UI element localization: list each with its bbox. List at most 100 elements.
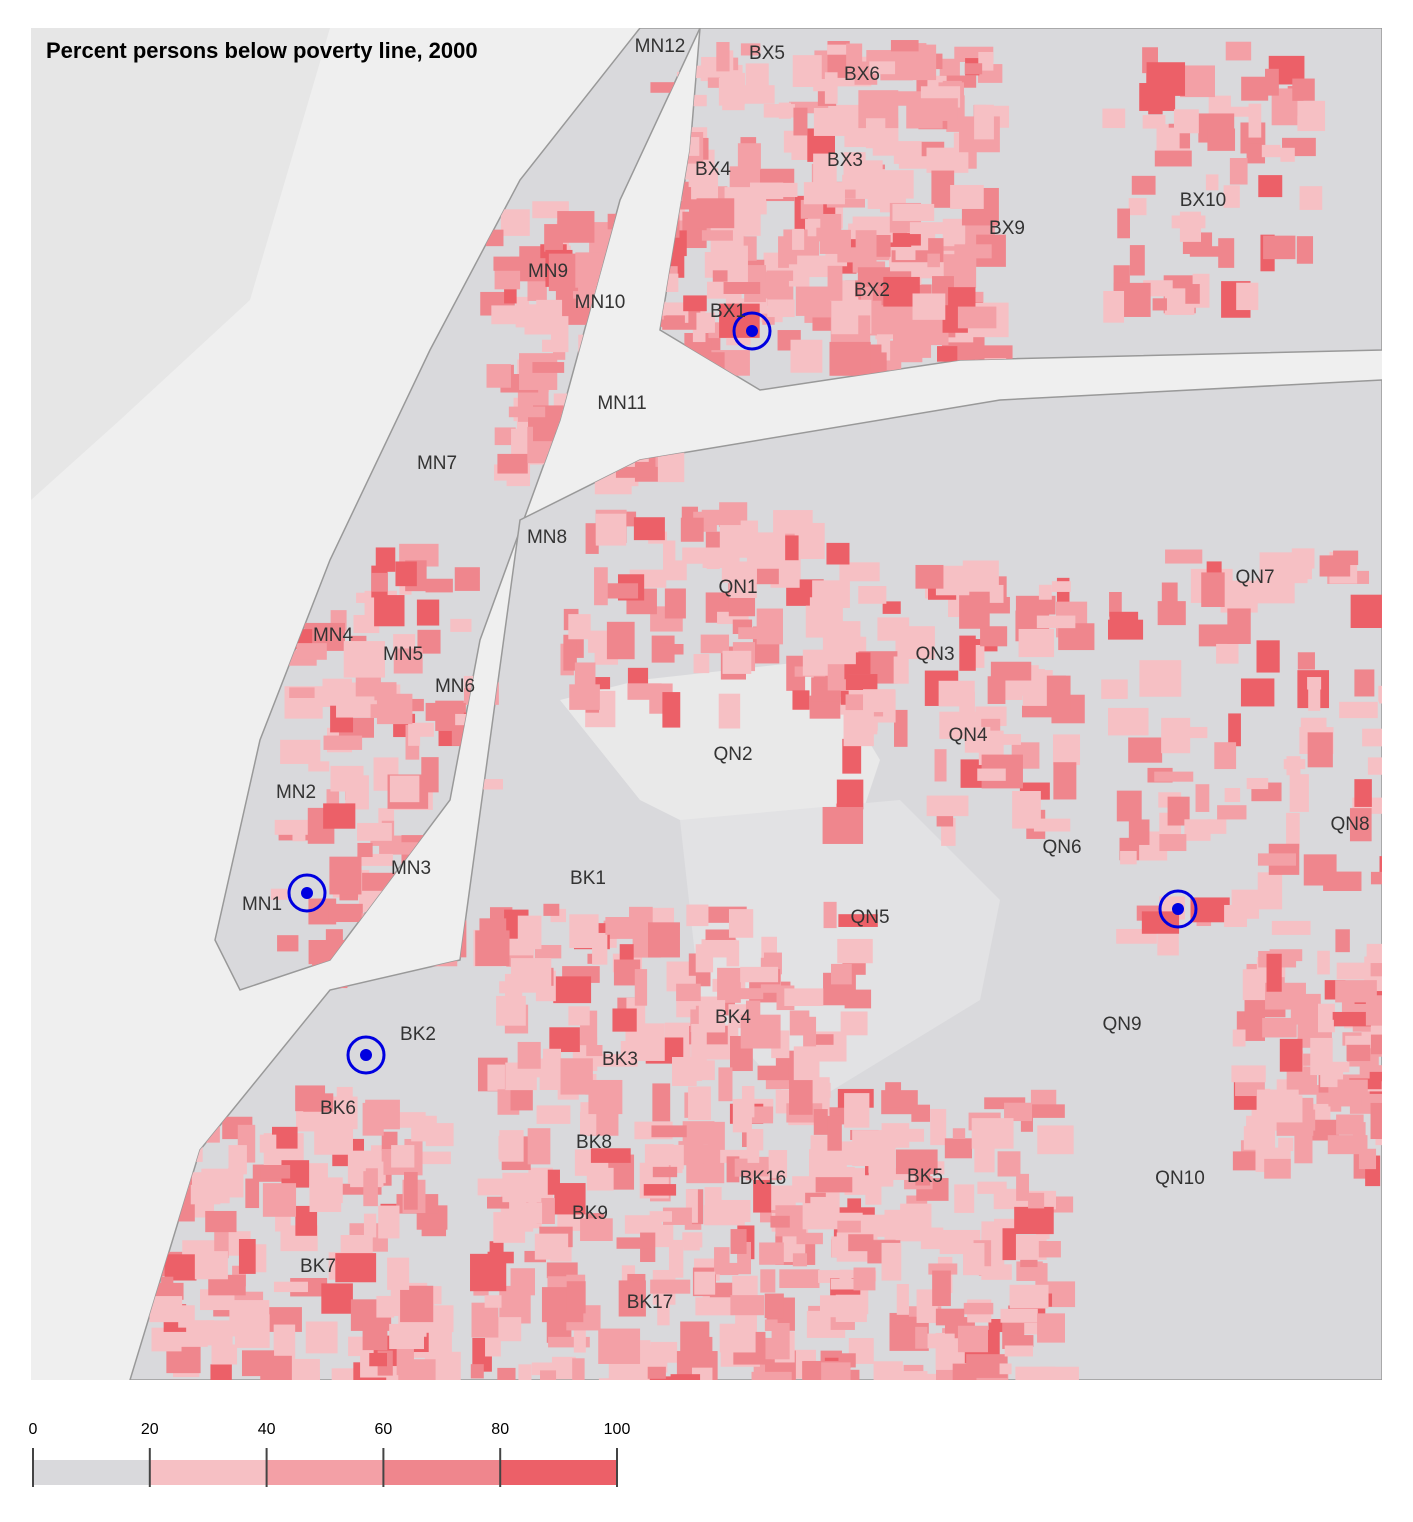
patch xyxy=(241,1350,275,1377)
patch xyxy=(328,903,363,923)
poverty-patches xyxy=(131,40,1382,1380)
patch xyxy=(497,1367,516,1380)
patch xyxy=(379,842,421,855)
patch xyxy=(751,1371,792,1380)
patch xyxy=(525,1202,543,1224)
patch xyxy=(966,1354,1008,1378)
patch xyxy=(989,584,1004,603)
patch xyxy=(1224,904,1247,927)
patch xyxy=(885,1082,902,1108)
patch xyxy=(1167,796,1190,826)
patch xyxy=(964,63,983,75)
patch xyxy=(728,909,754,938)
patch xyxy=(661,643,684,655)
patch xyxy=(1317,950,1330,975)
patch xyxy=(830,1278,871,1290)
patch xyxy=(393,634,416,650)
patch xyxy=(308,761,330,772)
patch xyxy=(1246,143,1266,164)
patch xyxy=(210,1364,232,1380)
patch xyxy=(753,1179,772,1213)
district-label: MN5 xyxy=(383,644,423,665)
patch xyxy=(289,687,315,699)
district-label: BX3 xyxy=(827,150,863,171)
patch xyxy=(1141,911,1180,934)
patch xyxy=(169,1379,198,1380)
patch xyxy=(553,976,592,1004)
patch xyxy=(926,795,969,817)
patch xyxy=(683,295,707,312)
patch xyxy=(990,661,1032,681)
patch xyxy=(876,305,898,335)
patch xyxy=(920,1227,944,1250)
patch xyxy=(1365,995,1382,1026)
district-label: MN6 xyxy=(435,676,475,697)
patch xyxy=(734,1158,748,1177)
patch xyxy=(1370,1034,1382,1055)
patch xyxy=(643,1184,677,1196)
patch xyxy=(414,1151,451,1165)
patch xyxy=(813,107,849,136)
patch xyxy=(1243,1126,1276,1150)
patch xyxy=(718,693,741,729)
patch xyxy=(693,654,710,674)
patch xyxy=(486,1196,510,1209)
patch xyxy=(740,966,779,983)
patch xyxy=(930,1108,947,1146)
patch xyxy=(844,989,872,1009)
patch xyxy=(797,255,828,278)
patch xyxy=(745,63,769,86)
patch xyxy=(502,1172,542,1203)
patch xyxy=(1350,594,1382,628)
patch xyxy=(1265,68,1279,96)
district-label: MN10 xyxy=(575,292,626,313)
patch xyxy=(629,906,653,931)
patch xyxy=(817,1082,831,1098)
district-label: MN12 xyxy=(635,36,686,57)
patch xyxy=(1014,1206,1054,1235)
patch xyxy=(1379,856,1382,879)
patch xyxy=(1379,686,1382,704)
patch xyxy=(732,1099,752,1133)
patch xyxy=(1157,933,1179,956)
patch xyxy=(1129,245,1145,276)
patch xyxy=(1220,580,1258,613)
patch xyxy=(475,930,510,967)
patch xyxy=(595,513,627,546)
patch xyxy=(909,222,952,235)
patch xyxy=(633,517,665,541)
legend-tick-label: 0 xyxy=(29,1421,38,1438)
patch xyxy=(194,1251,228,1280)
patch xyxy=(855,230,877,266)
patch xyxy=(205,1210,237,1233)
patch xyxy=(580,1111,597,1136)
patch xyxy=(650,82,675,93)
patch xyxy=(468,779,503,790)
patch xyxy=(391,1145,415,1168)
patch xyxy=(534,944,562,959)
patch xyxy=(1349,808,1372,842)
patch xyxy=(911,1104,931,1122)
patch xyxy=(1336,962,1374,980)
patch xyxy=(844,1093,870,1128)
patch xyxy=(353,614,380,634)
patch xyxy=(959,635,976,671)
patch xyxy=(1222,106,1253,117)
patch xyxy=(486,364,511,388)
patch xyxy=(500,209,530,236)
district-label: MN8 xyxy=(527,527,567,548)
patch xyxy=(1339,701,1378,719)
patch xyxy=(722,650,752,674)
patch xyxy=(657,1289,670,1326)
patch xyxy=(813,153,837,186)
patch xyxy=(848,1234,874,1252)
patch xyxy=(491,305,525,325)
patch xyxy=(1299,186,1323,210)
patch xyxy=(536,1105,571,1124)
patch xyxy=(1108,619,1144,640)
patch xyxy=(363,1213,377,1238)
patch xyxy=(362,1323,388,1351)
patch xyxy=(888,91,927,106)
district-label: BX5 xyxy=(749,43,785,64)
patch xyxy=(918,98,958,121)
